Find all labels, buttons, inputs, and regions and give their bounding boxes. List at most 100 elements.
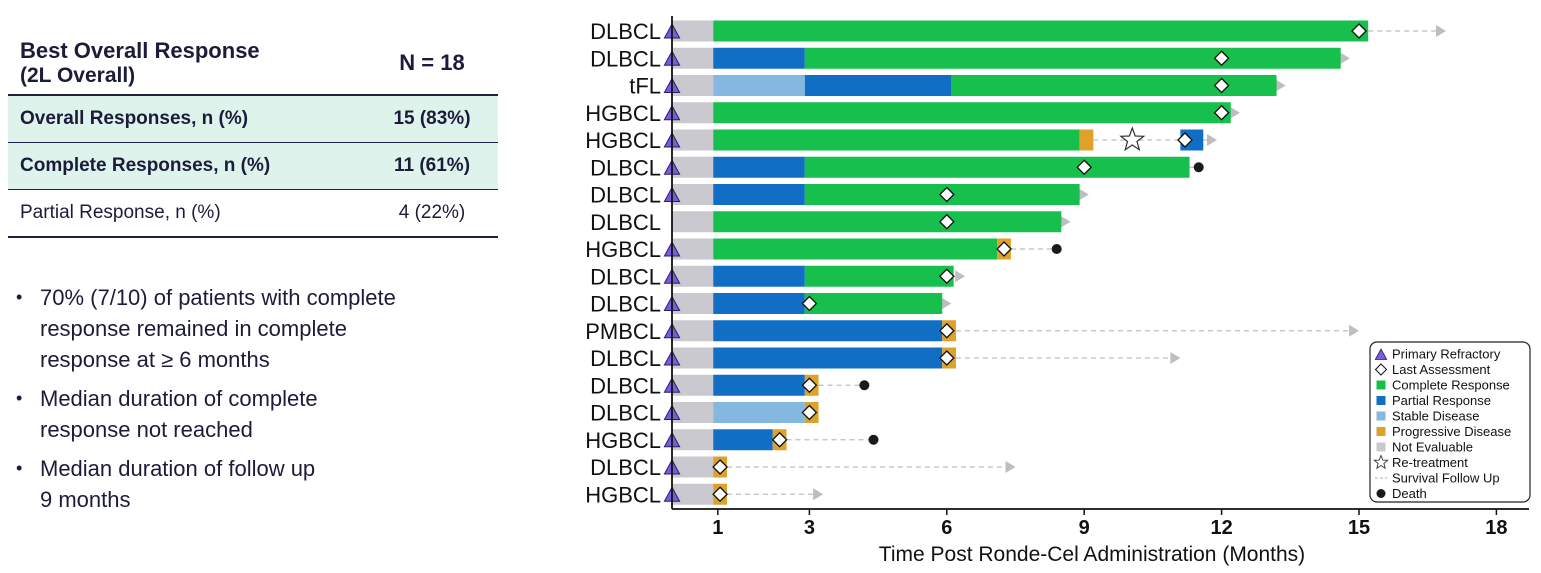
bar-segment-not-evaluable [672,129,714,151]
followup-arrow-icon [941,297,952,310]
followup-arrow-icon [1349,324,1359,337]
followup-arrow-icon [1170,352,1181,364]
followup-arrow-icon [1207,134,1218,146]
patient-row: HGBCL [585,126,1218,153]
patient-row: DLBCL [590,455,1016,480]
patient-label: HGBCL [585,482,661,507]
bar-segment-not-evaluable [672,402,714,423]
followup-arrow-icon [1436,25,1447,37]
table-row-complete-responses: Complete Responses, n (%) 11 (61%) [8,142,498,190]
legend-swatch-icon [1376,442,1386,452]
legend-triangle-icon [1374,348,1388,360]
last-assessment-icon [938,186,955,203]
patient-label: DLBCL [590,401,661,426]
patient-row: HGBCL [585,101,1240,126]
bar-segment-not-evaluable [672,75,714,96]
row-value: 4 (22%) [365,189,498,238]
patient-row: PMBCL [585,319,1359,344]
bar-segment-partial-response [713,429,773,451]
patient-row: DLBCL [590,373,870,398]
bar-segment-complete-response [713,211,1062,233]
legend-box [1369,341,1531,503]
legend-label: Stable Disease [1392,409,1479,424]
bar-segment-complete-response [713,238,998,260]
bar-segment-complete-response [804,156,1190,178]
bar-segment-complete-response [804,47,1341,69]
bar-segment-partial-response [713,156,805,178]
patient-label: DLBCL [590,46,661,71]
legend-item: Primary Refractory [1374,347,1501,362]
patient-row: DLBCL [590,155,1204,180]
legend-item: Not Evaluable [1376,440,1473,455]
death-icon [1051,244,1062,254]
followup-arrow-icon [955,270,966,283]
bar-segment-stable-disease [713,75,805,96]
retreatment-star-icon [1119,126,1146,152]
table-header-n: N = 18 [365,36,498,96]
legend-item: Progressive Disease [1376,424,1511,439]
last-assessment-icon [1076,159,1093,176]
x-tick-label: 9 [1079,517,1090,539]
bullet-line: 9 months [40,487,131,512]
bullet-dot-icon: • [16,287,23,307]
last-assessment-icon [1213,104,1230,121]
followup-arrow-icon [1275,79,1286,92]
row-value: 11 (61%) [365,142,498,190]
patient-row: DLBCL [590,46,1350,71]
last-assessment-icon [771,431,788,448]
legend-swatch-icon [1376,380,1386,390]
patient-row: HGBCL [585,428,879,453]
bar-segment-not-evaluable [672,47,714,69]
legend-item: Last Assessment [1374,362,1491,377]
key-findings-list: • 70% (7/10) of patients with complete r… [16,282,486,523]
legend-label: Primary Refractory [1392,347,1501,362]
bar-segment-not-evaluable [672,20,714,42]
legend-diamond-icon [1374,363,1388,376]
legend-label: Death [1392,486,1427,501]
bullet-dot-icon: • [16,458,23,478]
legend-item: Stable Disease [1376,409,1479,424]
patient-label: DLBCL [590,155,661,180]
bar-segment-not-evaluable [672,374,714,396]
death-icon [1193,162,1204,173]
patient-label: HGBCL [585,128,661,153]
row-label: Overall Responses, n (%) [8,95,366,143]
patient-row: DLBCL [590,183,1089,208]
x-tick-label: 12 [1210,517,1232,539]
response-summary-panel: Best Overall Response (2L Overall) N = 1… [8,36,498,238]
patient-label: DLBCL [590,264,661,289]
bullet-line: response at ≥ 6 months [40,347,270,372]
bullet-line: Median duration of follow up [40,456,316,481]
bar-segment-partial-response [713,374,805,396]
bar-segment-stable-disease [713,402,805,423]
last-assessment-icon [938,350,955,366]
bullet-cr-durability: • 70% (7/10) of patients with complete r… [16,282,486,375]
bar-segment-complete-response [713,129,1080,151]
patient-label: DLBCL [590,183,661,208]
x-axis: 1 3 6 9 12 15 18 [671,16,1529,539]
legend-label: Complete Response [1392,378,1510,393]
patient-row: HGBCL [585,482,824,507]
last-assessment-icon [801,295,818,312]
bullet-dot-icon: • [16,388,23,408]
legend-swatch-icon [1376,396,1386,405]
death-icon [868,434,879,445]
legend-swatch-icon [1376,427,1386,436]
bar-segment-not-evaluable [672,211,714,233]
followup-arrow-icon [1078,188,1089,201]
bar-segment-not-evaluable [672,293,714,314]
legend-label: Re-treatment [1392,455,1468,470]
bar-segment-complete-response [951,75,1277,96]
followup-arrow-icon [813,488,824,501]
legend-star-icon [1373,454,1389,470]
last-assessment-icon [712,486,729,503]
bullet-median-duration-cr: • Median duration of complete response n… [16,383,486,445]
legend-label: Last Assessment [1392,362,1491,377]
patient-row: DLBCL [590,346,1181,371]
bullet-line: response not reached [40,417,253,442]
patient-row: DLBCL [590,210,1071,235]
patient-label: DLBCL [590,373,661,398]
last-assessment-icon [938,322,955,339]
bullet-line: Median duration of complete [40,386,318,411]
bar-segment-partial-response [713,320,943,342]
